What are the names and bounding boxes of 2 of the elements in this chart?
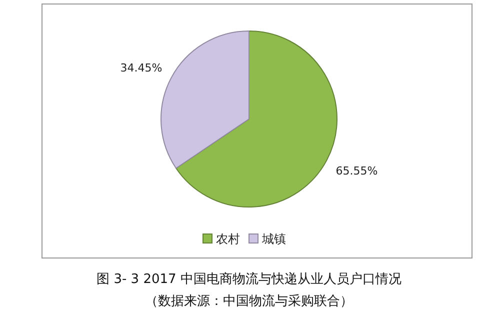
title: 图 3- 3 2017 中国电商物流与快递从业人员户口情况 [96, 272, 402, 287]
annotation: （数据来源：中国物流与采购联合） [145, 294, 353, 309]
